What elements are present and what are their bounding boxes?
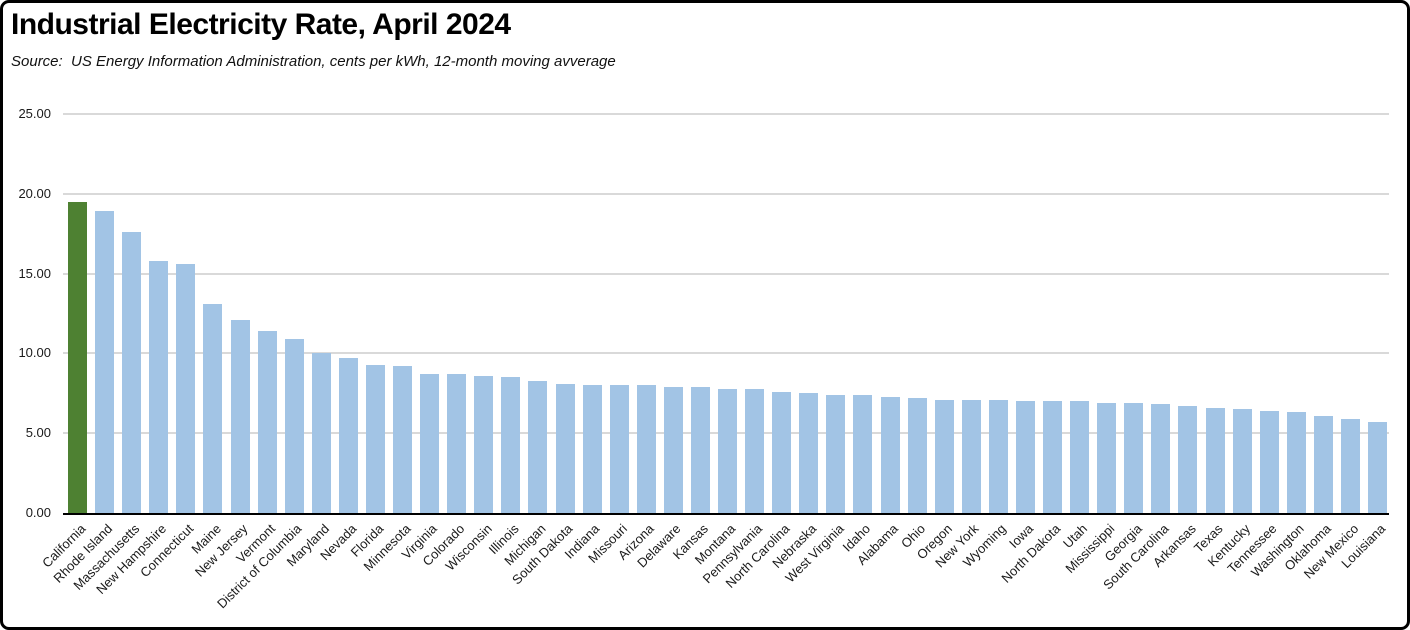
bar-new-jersey bbox=[230, 319, 250, 513]
bar-alabama bbox=[880, 396, 900, 513]
bar-north-dakota bbox=[1043, 401, 1062, 513]
bar-washington bbox=[1286, 412, 1306, 513]
bar-kentucky bbox=[1232, 409, 1252, 513]
bar-mississippi bbox=[1097, 402, 1117, 513]
x-axis-labels: California Rhode Island Massachusetts New H… bbox=[39, 517, 1389, 627]
bar-florida bbox=[365, 364, 385, 513]
bar-massachusetts bbox=[122, 232, 142, 513]
y-axis-tick-label: 15.00 bbox=[18, 265, 51, 281]
bar-new-hampshire bbox=[149, 260, 169, 513]
bar-maine bbox=[203, 303, 223, 513]
bar-delaware bbox=[663, 386, 683, 513]
bar-idaho bbox=[853, 394, 873, 513]
bar-connecticut bbox=[176, 264, 196, 513]
bar-ohio bbox=[907, 398, 927, 513]
bar-west-virginia bbox=[826, 394, 846, 513]
bar-south-dakota bbox=[555, 383, 575, 513]
gridline bbox=[63, 113, 1389, 115]
bar-indiana bbox=[582, 385, 602, 513]
chart-subtitle: Source: US Energy Information Administra… bbox=[11, 53, 616, 70]
chart-title: Industrial Electricity Rate, April 2024 bbox=[11, 8, 511, 41]
bar-iowa bbox=[1015, 401, 1035, 513]
bar-texas bbox=[1205, 407, 1225, 513]
y-axis-tick-label: 5.00 bbox=[25, 425, 51, 441]
bar-oklahoma bbox=[1313, 415, 1333, 513]
bar-tennessee bbox=[1259, 410, 1279, 513]
bar-wisconsin bbox=[474, 375, 494, 513]
bar-louisiana bbox=[1368, 422, 1387, 513]
bar-michigan bbox=[528, 380, 548, 513]
y-axis-tick-label: 20.00 bbox=[18, 185, 51, 201]
bar-montana bbox=[718, 388, 737, 513]
plot-area bbox=[63, 113, 1389, 515]
bar-south-carolina bbox=[1151, 404, 1171, 513]
bar-georgia bbox=[1124, 402, 1144, 513]
bar-district-of-columbia bbox=[284, 339, 304, 513]
gridline bbox=[63, 352, 1389, 355]
y-axis-tick-label: 25.00 bbox=[18, 106, 51, 121]
bar-kansas bbox=[690, 386, 710, 513]
bar-colorado bbox=[447, 374, 467, 513]
bar-new-mexico bbox=[1340, 418, 1360, 513]
y-axis-labels: 0.00 5.00 10.00 15.00 20.00 25.00 bbox=[3, 106, 51, 520]
bar-oregon bbox=[934, 399, 954, 513]
bar-new-york bbox=[961, 399, 981, 513]
bar-utah bbox=[1070, 401, 1090, 513]
bar-wyoming bbox=[988, 399, 1008, 513]
bar-arizona bbox=[636, 385, 656, 513]
bar-rhode-island bbox=[95, 211, 115, 513]
bar-maryland bbox=[311, 353, 331, 513]
gridline bbox=[63, 192, 1389, 195]
bar-virginia bbox=[420, 374, 440, 513]
bar-illinois bbox=[501, 377, 521, 513]
bar-minnesota bbox=[393, 366, 412, 513]
gridline bbox=[63, 272, 1389, 275]
bar-vermont bbox=[257, 331, 277, 513]
y-axis-tick-label: 10.00 bbox=[18, 345, 51, 361]
bar-missouri bbox=[609, 385, 629, 513]
bar-arkansas bbox=[1178, 406, 1198, 513]
bar-california bbox=[68, 201, 87, 513]
bar-nevada bbox=[338, 358, 358, 513]
y-axis-tick-label: 0.00 bbox=[25, 505, 51, 520]
bar-nebraska bbox=[799, 393, 819, 513]
bar-pennsylvania bbox=[745, 388, 765, 513]
bar-north-carolina bbox=[772, 391, 792, 513]
